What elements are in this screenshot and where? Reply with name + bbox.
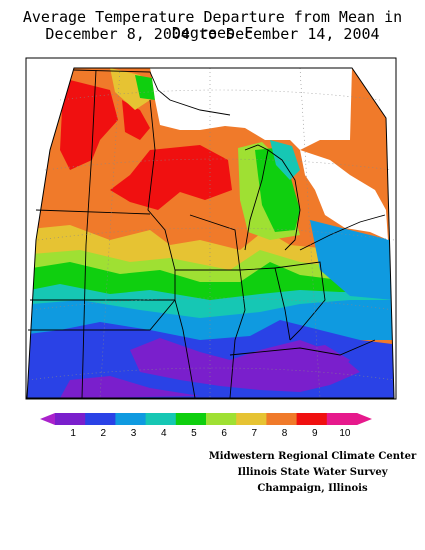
legend-swatch [326, 413, 358, 425]
legend-tick-label: 1 [70, 428, 76, 439]
legend-labels: 1 2 3 4 5 6 7 8 9 10 [70, 428, 351, 439]
contour-band [135, 75, 155, 100]
legend-below-arrow [40, 413, 55, 425]
state-border [147, 99, 196, 399]
legend-swatch [145, 413, 177, 425]
michigan-shore [267, 149, 301, 251]
legend-tick-label: 9 [312, 428, 318, 439]
legend-tick-label: 2 [101, 428, 107, 439]
legend-swatch [55, 413, 86, 425]
legend-swatch [85, 413, 116, 425]
state-border [81, 69, 97, 399]
contour-band [270, 140, 300, 180]
legend-tick-label: 7 [252, 428, 258, 439]
state-border [35, 209, 151, 215]
boundary-lines [28, 69, 386, 399]
legend-tick-label: 3 [131, 428, 137, 439]
legend-above-arrow [357, 413, 372, 425]
state-border [229, 339, 376, 356]
map-title-line-2: December 8, 2004 to December 14, 2004 [45, 25, 380, 43]
contour-band [255, 148, 300, 232]
state-border [239, 267, 291, 341]
contour-band [60, 80, 118, 170]
lake-erie-shore [299, 214, 386, 251]
legend-swatch [296, 413, 328, 425]
legend-swatches [55, 413, 358, 425]
legend-tick-label: 4 [161, 428, 167, 439]
state-border [189, 214, 246, 399]
legend-swatch [115, 413, 147, 425]
contour-band [122, 100, 150, 140]
state-border [274, 261, 326, 341]
legend-tick-label: 5 [191, 428, 197, 439]
color-legend: 1 2 3 4 5 6 7 8 9 10 [40, 413, 372, 439]
legend-tick-label: 10 [339, 428, 351, 439]
legend-tick-label: 8 [282, 428, 288, 439]
graticule [27, 67, 395, 399]
map-title-line-1: Average Temperature Departure from Mean … [22, 8, 403, 42]
legend-swatch [236, 413, 267, 425]
contour-band [295, 345, 350, 372]
ontario-region [300, 150, 388, 240]
map-border [25, 57, 397, 400]
state-border [28, 299, 176, 331]
legend-swatch [175, 413, 207, 425]
credit-line-1: Midwestern Regional Climate Center [208, 451, 417, 462]
michigan-shore [244, 144, 269, 251]
contour-band [60, 376, 200, 398]
credit-line-3: Champaign, Illinois [257, 483, 368, 494]
legend-swatch [206, 413, 237, 425]
contour-band [110, 145, 232, 210]
contour-band [310, 220, 394, 300]
canada-border [73, 69, 231, 116]
map-outline [26, 67, 395, 399]
credit-line-2: Illinois State Water Survey [237, 467, 388, 478]
legend-tick-label: 6 [221, 428, 227, 439]
legend-swatch [266, 413, 298, 425]
